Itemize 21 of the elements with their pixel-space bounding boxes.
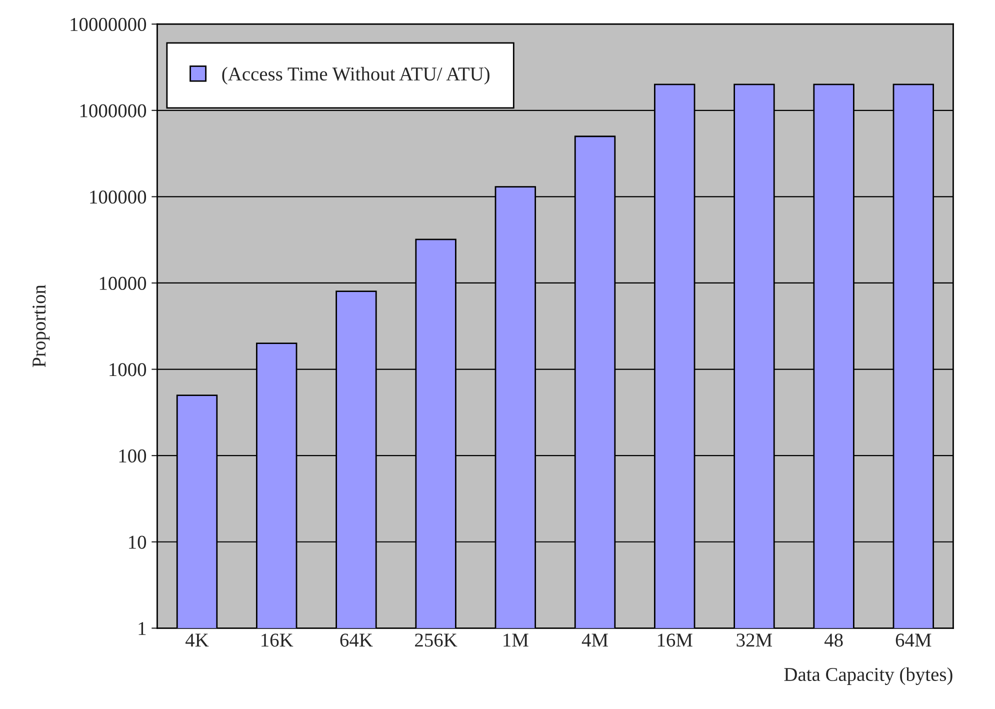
y-tick-label: 10000 — [100, 276, 146, 290]
legend-label: (Access Time Without ATU/ ATU) — [222, 66, 490, 85]
x-tick-label: 4M — [582, 634, 608, 647]
x-tick-label: 1M — [504, 634, 528, 647]
x-tick-label: 16K — [262, 634, 294, 647]
y-tick-label: 1000000 — [80, 104, 146, 118]
y-tick-label: 100000 — [90, 190, 146, 204]
y-axis-title: Proportion — [32, 284, 50, 368]
x-tick-label: 32M — [736, 634, 772, 647]
x-tick-label: 16M — [658, 634, 692, 647]
x-tick-label: 64K — [340, 634, 373, 647]
x-tick-label: 48 — [824, 634, 843, 647]
x-axis-title: Data Capacity (bytes) — [784, 667, 952, 686]
y-tick-label: 10000000 — [70, 18, 146, 32]
y-tick-label: 1000 — [110, 363, 146, 376]
y-tick-label: 1 — [138, 622, 146, 635]
x-tick-label: 64M — [896, 634, 932, 647]
x-tick-label: 4K — [186, 634, 209, 647]
y-tick-label: 100 — [119, 449, 146, 463]
x-tick-label: 256K — [415, 634, 458, 647]
y-tick-label: 10 — [129, 536, 146, 549]
